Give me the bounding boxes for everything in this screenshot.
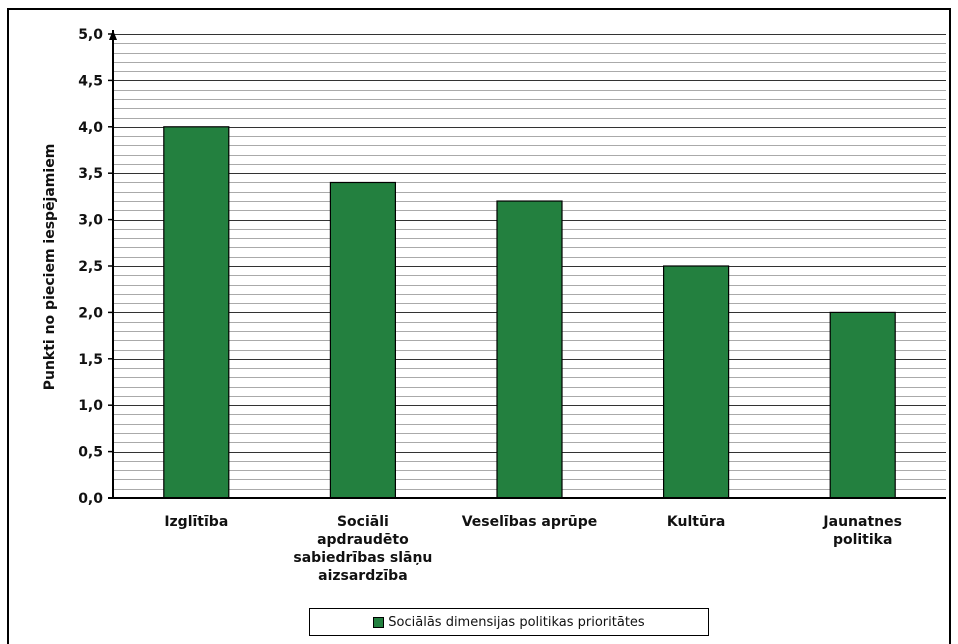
- y-axis-label: Punkti no pieciem iespējamiem: [42, 144, 58, 391]
- y-tick-label: 1,5: [78, 352, 103, 368]
- x-tick-label: Sociāli apdraudēto sabiedrības slāņu aizsar…: [293, 514, 432, 584]
- x-tick-label: Izglītība: [164, 514, 228, 530]
- y-tick-label: 3,5: [78, 166, 103, 182]
- y-tick-label: 2,0: [78, 305, 103, 321]
- y-tick-label: 3,0: [78, 213, 103, 229]
- x-tick-labels: Izglītība Sociāli apdraudēto sabiedrības sl…: [164, 514, 902, 584]
- y-tick-label: 0,5: [78, 445, 103, 461]
- x-tick-label: Jaunatnes politika: [822, 514, 902, 548]
- legend: Sociālās dimensijas politikas prioritāte…: [309, 608, 709, 636]
- y-tick-label: 0,0: [78, 491, 103, 507]
- y-tick-label: 4,0: [78, 120, 103, 136]
- y-tick-label: 2,5: [78, 259, 103, 275]
- bar: [496, 200, 563, 499]
- x-tick-label: Veselības aprūpe: [462, 514, 598, 530]
- y-axis-arrow: [109, 30, 117, 40]
- axes: [108, 30, 946, 499]
- bars: [163, 126, 896, 499]
- y-tick-labels: 0,0 0,5 1,0 1,5 2,0 2,5 3,0 3,5 4,0 4,5 5,0: [78, 27, 103, 507]
- x-tick-label: Kultūra: [667, 514, 725, 530]
- y-tick-label: 1,0: [78, 398, 103, 414]
- y-tick-label: 5,0: [78, 27, 103, 43]
- chart-frame: [7, 8, 951, 644]
- bar: [829, 311, 896, 499]
- bar: [163, 126, 230, 499]
- legend-label: Sociālās dimensijas politikas prioritāte…: [388, 614, 645, 630]
- bar: [329, 181, 396, 499]
- legend-swatch: [373, 616, 385, 628]
- bar: [662, 265, 730, 499]
- y-tick-label: 4,5: [78, 73, 103, 89]
